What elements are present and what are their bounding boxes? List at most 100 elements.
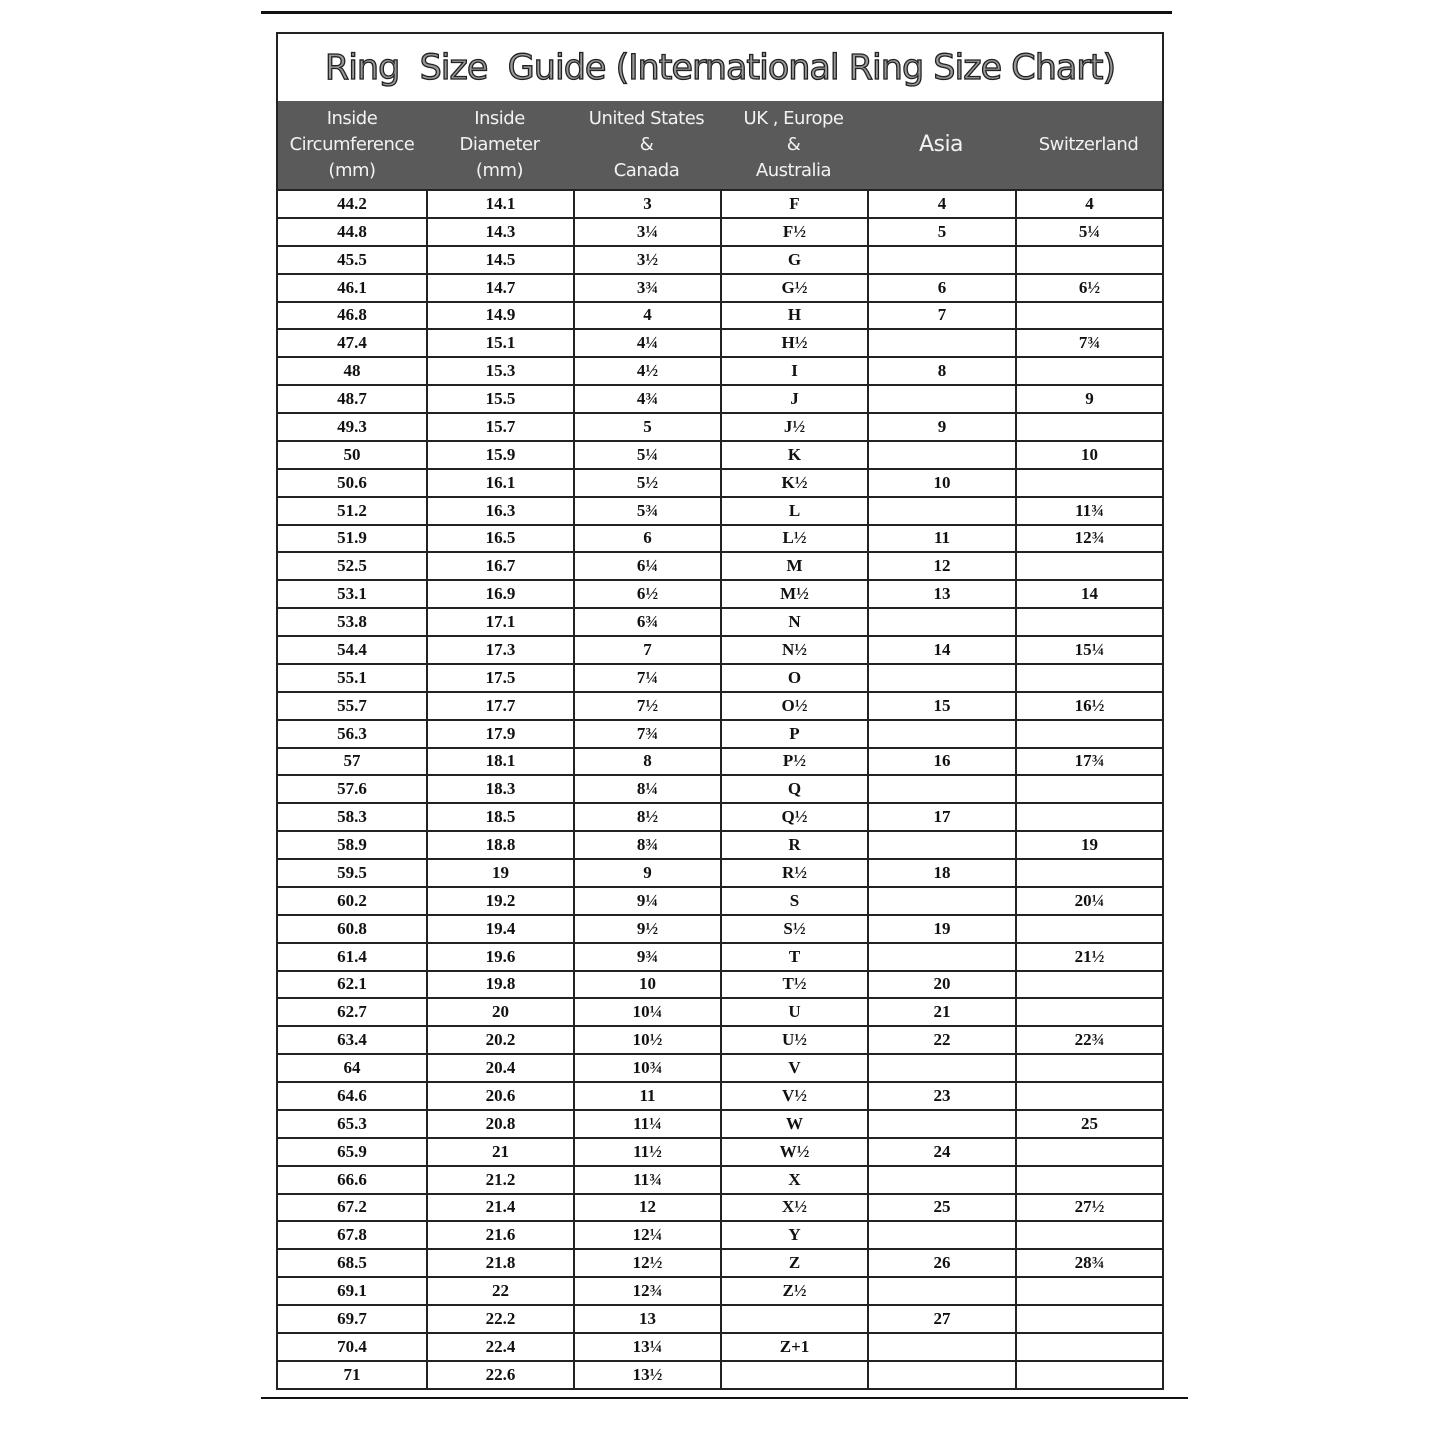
cell-diameter: 21 — [426, 1138, 573, 1165]
cell-us-canada: 4¾ — [573, 386, 720, 412]
cell-asia — [867, 1278, 1015, 1304]
table-row: 52.5 16.7 6¼ M 12 — [278, 551, 1162, 580]
cell-circumference: 69.7 — [337, 1308, 367, 1328]
table-row: 54.4 17.3 7 N½ 14 15¼ — [278, 635, 1162, 663]
cell-asia: 19 — [867, 915, 1015, 942]
cell-circumference: 57 — [343, 751, 361, 771]
cell-asia: 9 — [867, 414, 1015, 440]
cell-us-canada: 12 — [573, 1194, 720, 1221]
cell-switzerland — [1015, 1361, 1162, 1388]
cell-circumference: 44.8 — [337, 221, 367, 241]
cell-circumference: 60.8 — [337, 918, 367, 938]
cell-uk-europe-australia: R — [720, 832, 867, 858]
table-row: 55.7 17.7 7½ O½ 15 16½ — [278, 690, 1162, 719]
cell-asia — [867, 441, 1015, 468]
cell-diameter: 16.3 — [426, 497, 573, 524]
cell-uk-europe-australia: L — [720, 497, 867, 524]
cell-switzerland — [1015, 971, 1162, 998]
cell-circumference: 67.2 — [337, 1197, 367, 1217]
cell-asia — [867, 1110, 1015, 1137]
cell-uk-europe-australia: F½ — [720, 218, 867, 245]
table-row: 65.3 20.8 11¼ W 25 — [278, 1108, 1162, 1137]
cell-asia — [867, 1361, 1015, 1388]
cell-circumference: 48 — [343, 361, 361, 381]
cell-circumference: 52.5 — [337, 556, 367, 576]
table-row: 57.6 18.3 8¼ Q — [278, 774, 1162, 803]
cell-uk-europe-australia: L½ — [720, 525, 867, 552]
table-row: 48.7 15.5 4¾ J 9 — [278, 384, 1162, 412]
cell-diameter: 18.3 — [426, 776, 573, 803]
ring-size-chart: Ring Size Guide (International Ring Size… — [276, 32, 1164, 1390]
table-row: 60.2 19.2 9¼ S 20¼ — [278, 885, 1162, 914]
cell-switzerland — [1015, 553, 1162, 580]
cell-diameter: 19 — [426, 860, 573, 886]
cell-diameter: 17.7 — [426, 692, 573, 719]
cell-asia: 22 — [867, 1027, 1015, 1054]
cell-switzerland: 20¼ — [1015, 887, 1162, 914]
cell-uk-europe-australia: J½ — [720, 414, 867, 440]
cell-circumference: 62.1 — [337, 974, 367, 994]
cell-asia: 7 — [867, 302, 1015, 329]
cell-circumference: 69.1 — [337, 1281, 367, 1301]
cell-circumference: 50 — [343, 444, 361, 464]
cell-diameter: 21.8 — [426, 1250, 573, 1277]
cell-us-canada: 6¾ — [573, 609, 720, 635]
cell-circumference: 55.1 — [337, 667, 367, 687]
table-row: 45.5 14.5 3½ G — [278, 244, 1162, 273]
cell-circumference: 50.6 — [337, 472, 367, 492]
table-row: 66.6 21.2 11¾ X — [278, 1164, 1162, 1193]
table-row: 56.3 17.9 7¾ P — [278, 718, 1162, 747]
cell-us-canada: 7¾ — [573, 720, 720, 747]
cell-diameter: 14.3 — [426, 218, 573, 245]
cell-uk-europe-australia: M — [720, 553, 867, 580]
cell-circumference: 58.9 — [337, 835, 367, 855]
cell-switzerland: 17¾ — [1015, 748, 1162, 775]
cell-circumference: 58.3 — [337, 807, 367, 827]
cell-us-canada: 12½ — [573, 1250, 720, 1277]
cell-diameter: 18.1 — [426, 748, 573, 775]
cell-asia: 24 — [867, 1138, 1015, 1165]
cell-circumference: 63.4 — [337, 1030, 367, 1050]
table-row: 53.8 17.1 6¾ N — [278, 607, 1162, 635]
cell-asia — [867, 1222, 1015, 1249]
cell-us-canada: 6¼ — [573, 553, 720, 580]
cell-uk-europe-australia: Q½ — [720, 804, 867, 831]
table-row: 67.8 21.6 12¼ Y — [278, 1220, 1162, 1249]
table-row: 65.9 21 11½ W½ 24 — [278, 1136, 1162, 1165]
cell-diameter: 16.7 — [426, 553, 573, 580]
cell-us-canada: 10 — [573, 971, 720, 998]
cell-diameter: 16.9 — [426, 581, 573, 608]
cell-asia: 18 — [867, 860, 1015, 886]
cell-uk-europe-australia: X — [720, 1166, 867, 1193]
cell-asia: 25 — [867, 1194, 1015, 1221]
chart-title: Ring Size Guide (International Ring Size… — [324, 47, 1117, 88]
cell-uk-europe-australia: G½ — [720, 274, 867, 301]
cell-diameter: 17.5 — [426, 664, 573, 691]
cell-diameter: 14.1 — [426, 191, 573, 217]
cell-asia: 8 — [867, 358, 1015, 385]
table-row: 69.1 22 12¾ Z½ — [278, 1276, 1162, 1304]
cell-asia: 6 — [867, 274, 1015, 301]
cell-circumference: 62.7 — [337, 1002, 367, 1022]
table-body: 44.2 14.1 3 F 4 4 44.8 14.3 3¼ F½ 5 5¼ 45.5 14.5 3½ G 46… — [278, 189, 1162, 1388]
cell-uk-europe-australia: U½ — [720, 1027, 867, 1054]
cell-switzerland: 14 — [1015, 581, 1162, 608]
cell-diameter: 18.5 — [426, 804, 573, 831]
bottom-rule — [261, 1397, 1188, 1399]
cell-us-canada: 10¾ — [573, 1055, 720, 1081]
cell-diameter: 15.7 — [426, 414, 573, 440]
cell-asia — [867, 664, 1015, 691]
cell-us-canada: 12¼ — [573, 1222, 720, 1249]
table-row: 53.1 16.9 6½ M½ 13 14 — [278, 579, 1162, 608]
table-row: 55.1 17.5 7¼ O — [278, 662, 1162, 691]
cell-us-canada: 11¼ — [573, 1110, 720, 1137]
cell-uk-europe-australia: M½ — [720, 581, 867, 608]
table-row: 61.4 19.6 9¾ T 21½ — [278, 941, 1162, 970]
header-us-canada: United States & Canada — [588, 108, 705, 181]
cell-diameter: 21.6 — [426, 1222, 573, 1249]
cell-circumference: 44.2 — [337, 193, 367, 213]
cell-uk-europe-australia: S — [720, 887, 867, 914]
cell-uk-europe-australia: P½ — [720, 748, 867, 775]
cell-diameter: 20 — [426, 999, 573, 1026]
cell-diameter: 14.9 — [426, 302, 573, 329]
